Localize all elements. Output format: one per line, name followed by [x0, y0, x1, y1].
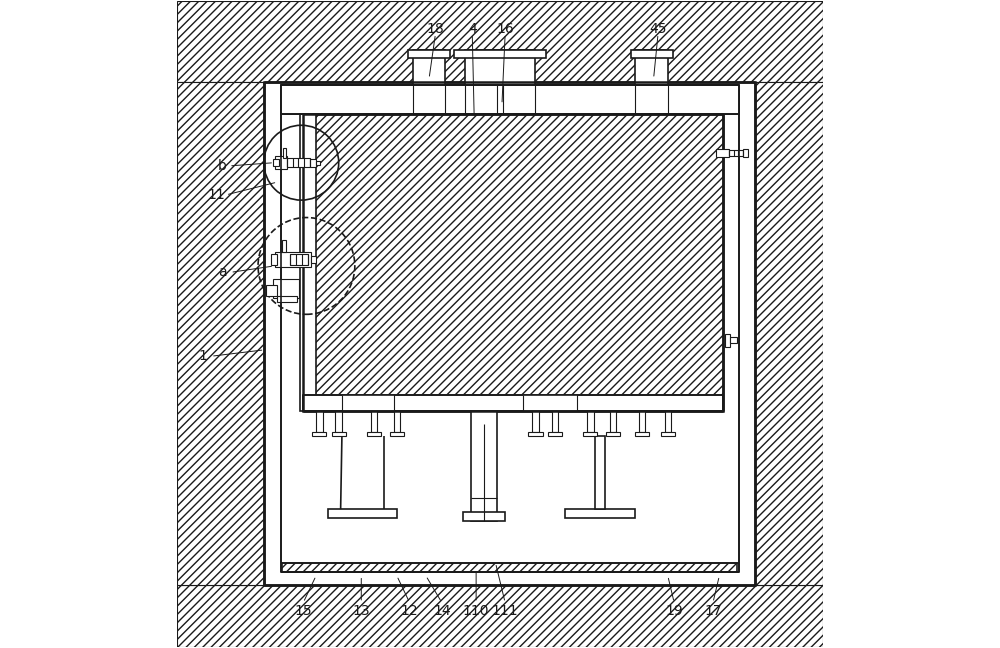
- Text: 15: 15: [294, 604, 312, 618]
- Bar: [281, 86, 413, 114]
- Bar: [310, 159, 316, 167]
- Text: a: a: [218, 266, 227, 279]
- Bar: [639, 411, 645, 432]
- Bar: [631, 50, 673, 58]
- Bar: [528, 432, 543, 436]
- Text: 12: 12: [401, 604, 418, 618]
- Bar: [275, 156, 287, 169]
- Bar: [264, 82, 755, 585]
- Bar: [548, 432, 562, 436]
- Bar: [587, 411, 594, 432]
- Bar: [367, 432, 381, 436]
- Bar: [665, 411, 671, 432]
- Bar: [281, 86, 739, 572]
- Bar: [755, 82, 823, 585]
- Bar: [266, 285, 277, 295]
- Text: 14: 14: [433, 604, 451, 618]
- Bar: [532, 411, 539, 432]
- Bar: [290, 254, 308, 264]
- Bar: [303, 395, 723, 411]
- Bar: [281, 86, 739, 114]
- Bar: [716, 149, 729, 157]
- Bar: [282, 240, 286, 251]
- Bar: [583, 432, 597, 436]
- Bar: [454, 50, 546, 58]
- Bar: [595, 436, 605, 509]
- Bar: [303, 114, 723, 411]
- Bar: [273, 279, 299, 298]
- Bar: [287, 158, 310, 167]
- Bar: [328, 509, 397, 518]
- Bar: [282, 87, 737, 571]
- Text: 19: 19: [665, 604, 683, 618]
- Bar: [465, 50, 535, 86]
- Text: b: b: [218, 159, 227, 173]
- Bar: [311, 256, 316, 262]
- Text: 17: 17: [704, 604, 722, 618]
- Bar: [390, 432, 404, 436]
- Text: 16: 16: [496, 22, 514, 36]
- Bar: [277, 295, 297, 302]
- Bar: [271, 254, 277, 264]
- Text: 110: 110: [463, 604, 489, 618]
- Bar: [668, 86, 739, 114]
- Bar: [177, 82, 264, 585]
- Text: 13: 13: [352, 604, 370, 618]
- Bar: [316, 411, 323, 432]
- Bar: [730, 337, 737, 343]
- Bar: [312, 432, 326, 436]
- Bar: [408, 50, 450, 58]
- Bar: [725, 334, 730, 347]
- Bar: [610, 411, 616, 432]
- Bar: [177, 585, 823, 647]
- Bar: [565, 509, 635, 518]
- Bar: [371, 411, 377, 432]
- Bar: [275, 251, 311, 267]
- Bar: [606, 432, 620, 436]
- Bar: [471, 411, 497, 521]
- Bar: [335, 411, 342, 432]
- Bar: [661, 432, 675, 436]
- Bar: [300, 114, 316, 411]
- Bar: [635, 50, 668, 86]
- Text: 45: 45: [649, 22, 667, 36]
- Bar: [342, 395, 394, 411]
- Text: 18: 18: [427, 22, 444, 36]
- Text: 111: 111: [492, 604, 518, 618]
- Bar: [316, 161, 320, 165]
- Bar: [463, 513, 505, 521]
- Bar: [282, 562, 737, 572]
- Bar: [332, 432, 346, 436]
- Text: 4: 4: [468, 22, 477, 36]
- Bar: [535, 86, 635, 114]
- Bar: [283, 148, 286, 157]
- Bar: [523, 395, 577, 411]
- Bar: [552, 411, 558, 432]
- Bar: [445, 86, 465, 114]
- Bar: [177, 1, 823, 82]
- Bar: [729, 150, 743, 156]
- Bar: [413, 50, 445, 86]
- Bar: [273, 159, 279, 166]
- Bar: [743, 149, 748, 157]
- Bar: [394, 411, 400, 432]
- Text: 11: 11: [207, 188, 225, 202]
- Text: 1: 1: [199, 349, 208, 364]
- Bar: [635, 432, 649, 436]
